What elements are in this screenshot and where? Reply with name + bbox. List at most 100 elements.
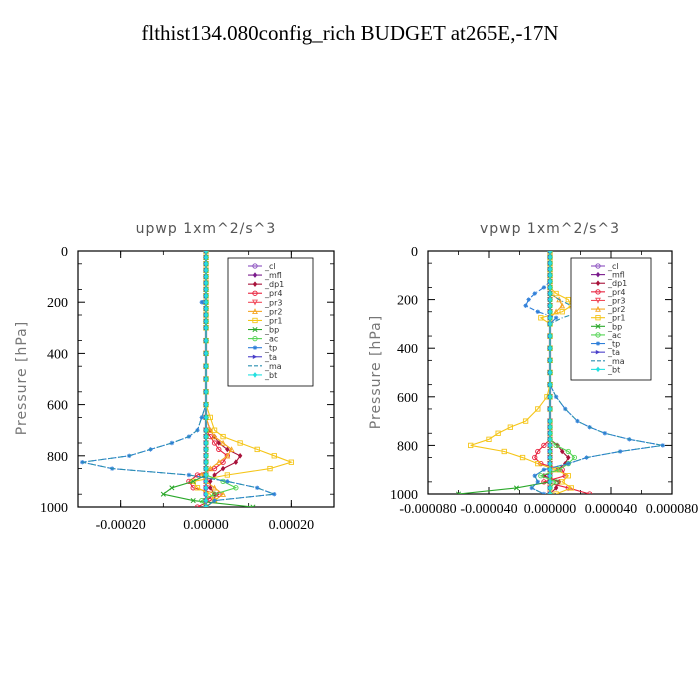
data-point_bp <box>250 504 256 507</box>
y-tick-label: 1000 <box>390 488 418 503</box>
data-point_pr1 <box>237 440 243 446</box>
y-axis-label-vpwp: Pressure [hPa] <box>368 315 384 429</box>
data-point_pr4 <box>194 504 201 507</box>
legend-marker_tp <box>595 341 601 346</box>
data-point_bt <box>547 272 553 279</box>
data-point_dp1 <box>553 485 559 491</box>
data-point_bt <box>547 479 553 485</box>
data-point_tp <box>526 297 531 302</box>
data-point_tp <box>272 492 277 497</box>
data-point_bt <box>203 363 209 369</box>
legend-marker_mfl <box>595 271 601 278</box>
data-point_tp <box>255 485 260 490</box>
data-point_bt <box>203 427 209 433</box>
series_bt <box>547 251 553 494</box>
data-point_pr1 <box>495 430 501 436</box>
legend-label_dp1: _dp1 <box>264 280 284 289</box>
data-point_bt <box>547 418 553 424</box>
panel-title-upwp: upwp 1xm^2/s^3 <box>136 221 277 237</box>
legend-label_ma: _ma <box>264 362 282 371</box>
data-point_bt <box>547 315 553 321</box>
legend-marker_pr4 <box>595 289 601 295</box>
legend-marker_dp1 <box>595 280 601 287</box>
data-point_tp <box>553 315 559 321</box>
data-point_dp1 <box>212 472 217 478</box>
data-point_dp1 <box>208 485 213 491</box>
legend-marker_ta <box>252 354 258 359</box>
data-point_pr2 <box>224 452 231 459</box>
y-tick-label: 1000 <box>40 501 68 516</box>
data-point_dp1 <box>216 440 221 446</box>
data-point_bt <box>547 260 553 266</box>
panel-title-vpwp: vpwp 1xm^2/s^3 <box>480 221 620 237</box>
data-point_pr4 <box>541 479 547 485</box>
y-tick-label: 800 <box>47 450 68 465</box>
data-point_bt <box>203 414 209 421</box>
data-point_pr1 <box>254 446 260 453</box>
data-point_bp <box>513 485 520 491</box>
data-point_bp <box>455 491 462 494</box>
data-point_bt <box>547 278 553 285</box>
data-point_bt <box>203 433 209 440</box>
data-point_bt <box>547 290 553 297</box>
data-point_ac <box>556 467 562 473</box>
legend-box <box>570 257 652 381</box>
data-point_bt <box>203 299 209 305</box>
legend: _cl_mfl_dp1_pr4_pr3_pr2_pr1_bp_ac_tp_ta_… <box>227 257 314 387</box>
data-point_bt <box>547 424 553 430</box>
data-point_bt <box>547 357 553 364</box>
data-point_bp <box>169 485 175 491</box>
series-line_pr1 <box>470 251 573 494</box>
legend-label_bt: _bt <box>607 365 620 374</box>
legend-label_dp1: _dp1 <box>607 279 627 288</box>
data-point_bt <box>203 251 209 254</box>
data-point_tp <box>529 485 534 491</box>
data-point_tp <box>553 394 559 399</box>
data-point_pr2 <box>215 458 222 465</box>
data-point_bt <box>203 491 209 497</box>
data-point_pr2 <box>207 426 214 433</box>
legend-label_bp: _bp <box>607 322 622 331</box>
data-point_pr4 <box>220 459 226 465</box>
data-point_tp <box>212 498 217 503</box>
data-point_dp1 <box>566 454 571 461</box>
legend-label_pr1: _pr1 <box>264 316 282 325</box>
data-point_bt <box>547 251 553 254</box>
data-point_pr2 <box>207 465 214 472</box>
data-point_bt <box>203 350 209 357</box>
data-point_pr1 <box>220 433 226 440</box>
data-point_pr1 <box>559 309 565 315</box>
data-point_tp <box>186 472 192 478</box>
data-point_ac <box>553 479 559 485</box>
data-point_bt <box>203 465 209 472</box>
data-point_bt <box>203 504 209 507</box>
y-tick-label: 200 <box>397 294 418 309</box>
legend-label_cl: _cl <box>607 262 619 271</box>
data-point_pr1 <box>501 448 507 455</box>
data-point_bt <box>547 406 553 412</box>
data-point_pr4 <box>541 442 547 449</box>
data-point_ac <box>565 448 571 455</box>
data-point_bt <box>547 430 553 437</box>
legend-label_tp: _tp <box>264 344 277 353</box>
data-point_bt <box>203 376 209 382</box>
data-point_pr1 <box>565 473 571 479</box>
data-point_tp <box>532 473 537 478</box>
legend-label_pr4: _pr4 <box>264 289 282 298</box>
legend-label_mfl: _mfl <box>607 271 625 280</box>
data-point_bt <box>203 337 209 344</box>
legend-label_pr3: _pr3 <box>264 298 282 307</box>
legend-label_ta: _ta <box>607 348 620 357</box>
y-tick-label: 0 <box>411 245 418 260</box>
data-point_bt <box>547 454 553 461</box>
x-tick-label: -0.000040 <box>460 502 517 517</box>
data-point_pr1 <box>507 424 513 430</box>
data-point_pr1 <box>553 491 559 494</box>
legend-marker_dp1 <box>252 281 258 287</box>
data-point_pr1 <box>568 485 575 491</box>
legend-label_pr2: _pr2 <box>264 307 282 316</box>
data-point_dp1 <box>233 459 239 465</box>
y-tick-label: 600 <box>47 399 68 414</box>
data-point_bt <box>203 318 209 325</box>
